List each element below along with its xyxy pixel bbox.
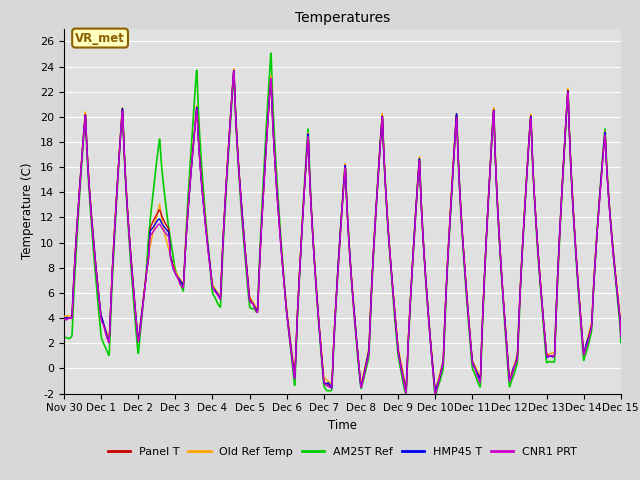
Old Ref Temp [322, 376, 330, 382]
CNR1 PRT [499, 291, 507, 297]
AM25T Ref [60, 334, 68, 340]
AM25T Ref [436, 376, 444, 382]
Old Ref Temp [499, 290, 507, 296]
HMP45 T [322, 381, 330, 387]
Panel T [468, 348, 476, 354]
AM25T Ref [322, 386, 330, 392]
Title: Temperatures: Temperatures [295, 11, 390, 25]
Panel T [436, 371, 444, 376]
Y-axis label: Temperature (C): Temperature (C) [22, 163, 35, 260]
Old Ref Temp [60, 313, 68, 319]
Legend: Panel T, Old Ref Temp, AM25T Ref, HMP45 T, CNR1 PRT: Panel T, Old Ref Temp, AM25T Ref, HMP45 … [104, 442, 581, 461]
HMP45 T [468, 348, 476, 354]
AM25T Ref [431, 394, 439, 400]
AM25T Ref [468, 356, 476, 361]
Line: CNR1 PRT: CNR1 PRT [64, 71, 621, 394]
Text: VR_met: VR_met [75, 32, 125, 45]
AM25T Ref [267, 50, 275, 56]
HMP45 T [230, 68, 237, 73]
HMP45 T [60, 316, 68, 322]
AM25T Ref [160, 187, 168, 193]
Line: Old Ref Temp: Old Ref Temp [64, 69, 621, 390]
Old Ref Temp [230, 66, 237, 72]
HMP45 T [160, 224, 168, 229]
Panel T [499, 292, 507, 298]
HMP45 T [616, 320, 624, 325]
CNR1 PRT [617, 334, 625, 339]
Panel T [60, 316, 68, 322]
CNR1 PRT [160, 228, 168, 234]
CNR1 PRT [436, 370, 444, 376]
Old Ref Temp [431, 387, 439, 393]
X-axis label: Time: Time [328, 419, 357, 432]
Panel T [160, 218, 168, 224]
Panel T [616, 319, 624, 324]
AM25T Ref [616, 325, 624, 331]
Old Ref Temp [436, 368, 444, 373]
Panel T [230, 68, 237, 74]
Panel T [322, 380, 330, 386]
CNR1 PRT [230, 68, 237, 74]
CNR1 PRT [60, 315, 68, 321]
Old Ref Temp [468, 347, 476, 353]
Panel T [431, 389, 439, 395]
Line: AM25T Ref: AM25T Ref [64, 53, 621, 397]
AM25T Ref [617, 340, 625, 346]
HMP45 T [499, 292, 507, 298]
Old Ref Temp [616, 315, 624, 321]
CNR1 PRT [616, 319, 624, 325]
Old Ref Temp [160, 228, 168, 233]
Old Ref Temp [617, 329, 625, 335]
CNR1 PRT [468, 349, 476, 355]
AM25T Ref [499, 295, 507, 301]
CNR1 PRT [322, 382, 330, 388]
Panel T [617, 333, 625, 338]
CNR1 PRT [431, 391, 439, 397]
Line: HMP45 T: HMP45 T [64, 71, 621, 392]
HMP45 T [431, 389, 439, 395]
HMP45 T [436, 371, 444, 377]
Line: Panel T: Panel T [64, 71, 621, 392]
HMP45 T [617, 334, 625, 339]
